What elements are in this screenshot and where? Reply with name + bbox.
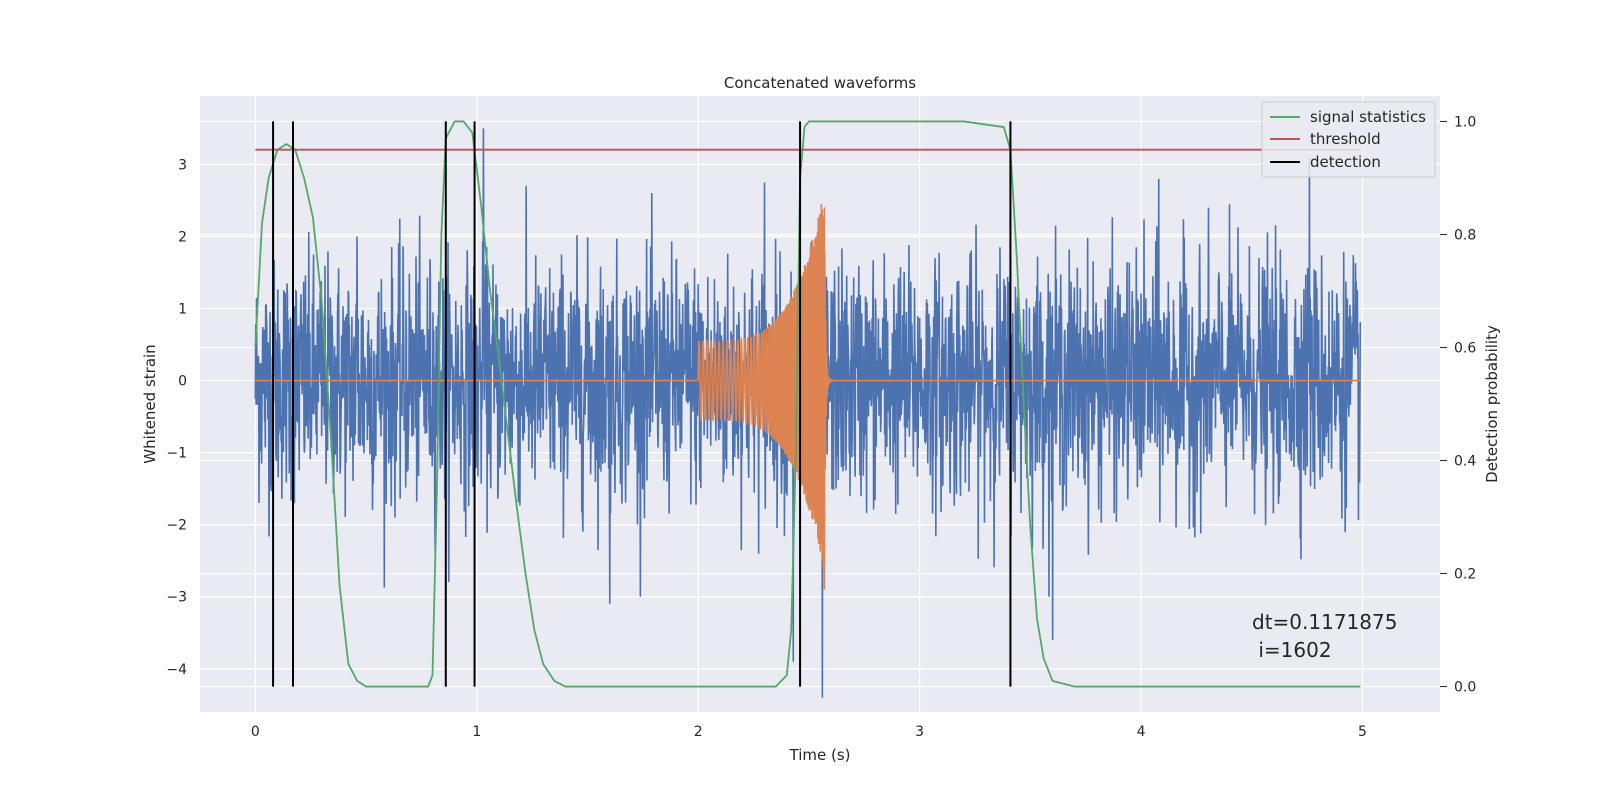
annotation-text: dt=0.1171875 i=1602 <box>1252 610 1397 662</box>
y-tick-label-6: 2 <box>178 229 187 245</box>
y2-axis-label: Detection probability <box>1483 325 1501 483</box>
x-tick-labels: 0 1 2 3 4 5 <box>251 724 1367 740</box>
x-tick-label-1: 1 <box>472 724 481 740</box>
legend: signal statistics threshold detection <box>1261 101 1436 178</box>
y-tick-labels: −4 −3 −2 −1 0 1 2 3 <box>166 157 187 677</box>
x-axis-label: Time (s) <box>789 746 851 764</box>
x-tick-label-2: 2 <box>694 724 703 740</box>
y-tick-label-1: −3 <box>166 590 187 606</box>
detection-lines <box>272 121 1012 687</box>
y2-tick-label-5: 1.0 <box>1454 114 1476 130</box>
legend-label-threshold: threshold <box>1310 130 1381 148</box>
x-tick-label-3: 3 <box>915 724 924 740</box>
x-tick-label-4: 4 <box>1137 724 1146 740</box>
y2-tick-label-1: 0.2 <box>1454 567 1476 583</box>
y2-tick-label-3: 0.6 <box>1454 340 1476 356</box>
x-tick-label-5: 5 <box>1358 724 1367 740</box>
y-tick-label-4: 0 <box>178 374 187 390</box>
y2-tick-label-0: 0.0 <box>1454 680 1476 696</box>
legend-box <box>1261 101 1436 178</box>
legend-label-detection: detection <box>1310 153 1381 171</box>
annotation-line-2: i=1602 <box>1252 638 1332 662</box>
y-tick-label-7: 3 <box>178 157 187 173</box>
y2-tick-label-4: 0.8 <box>1454 227 1476 243</box>
y-axis-label: Whitened strain <box>141 344 159 463</box>
x-tick-label-0: 0 <box>251 724 260 740</box>
y-tick-label-2: −2 <box>166 518 187 534</box>
legend-label-signal: signal statistics <box>1310 108 1426 126</box>
injected-waveform-series <box>255 203 1361 590</box>
y-tick-label-3: −1 <box>166 446 187 462</box>
y-tick-label-5: 1 <box>178 302 187 318</box>
chart-title: Concatenated waveforms <box>724 74 916 92</box>
annotation-line-1: dt=0.1171875 <box>1252 610 1397 634</box>
y2-tick-labels: 0.0 0.2 0.4 0.6 0.8 1.0 <box>1440 114 1476 696</box>
y-tick-label-0: −4 <box>166 662 187 678</box>
y2-tick-label-2: 0.4 <box>1454 454 1476 470</box>
